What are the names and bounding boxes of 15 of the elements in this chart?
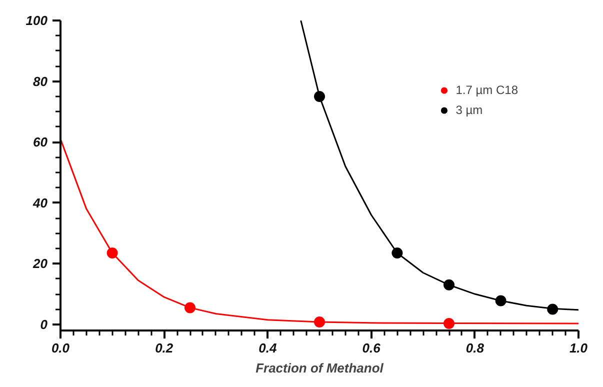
x-axis-title: Fraction of Methanol: [256, 360, 384, 376]
y-tick-label: 80: [33, 74, 48, 89]
x-tick-label: 0.4: [258, 340, 278, 356]
x-tick-label: 0.6: [362, 340, 382, 356]
y-tick-label: 100: [26, 13, 48, 28]
legend-label: 3 µm: [456, 103, 483, 117]
x-tick-label: 0.2: [155, 340, 174, 356]
legend-label: 1.7 µm C18: [456, 83, 518, 97]
y-tick-label: 20: [32, 256, 48, 272]
y-tick-label: 60: [33, 134, 48, 150]
x-tick-label: 1.0: [569, 340, 588, 356]
y-tick-label: 40: [32, 195, 48, 210]
x-tick-label: 0.8: [466, 340, 485, 356]
x-tick-label: 0.0: [51, 340, 70, 356]
y-tick-label: 0: [40, 316, 48, 332]
